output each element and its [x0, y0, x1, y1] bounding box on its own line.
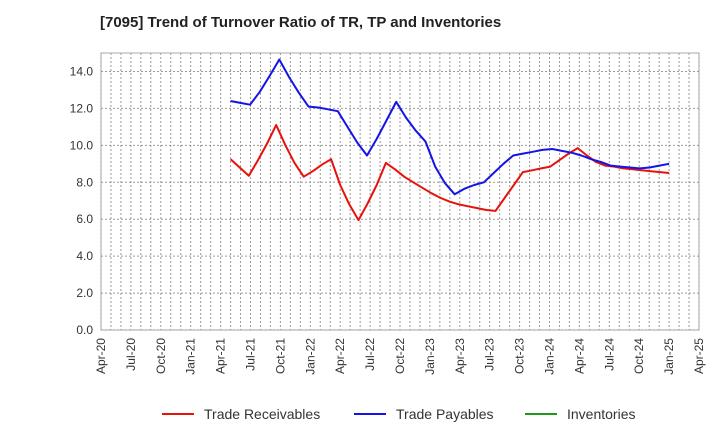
legend-label-trade-receivables: Trade Receivables	[204, 406, 320, 422]
x-tick-label: Apr-20	[94, 338, 108, 374]
x-tick-label: Oct-23	[513, 338, 527, 374]
chart-title: [7095] Trend of Turnover Ratio of TR, TP…	[100, 14, 502, 31]
y-tick-label: 6.0	[76, 212, 93, 226]
x-tick-label: Jan-23	[423, 338, 437, 375]
y-tick-label: 14.0	[70, 64, 94, 78]
series-line-trade-payables	[230, 58, 670, 196]
legend-label-inventories: Inventories	[567, 406, 635, 422]
x-tick-label: Apr-22	[333, 338, 347, 374]
x-tick-label: Jan-21	[184, 338, 198, 375]
x-tick-label: Apr-21	[214, 338, 228, 374]
x-tick-label: Jul-20	[124, 338, 138, 371]
grid-layer	[100, 53, 700, 331]
y-tick-label: 12.0	[70, 101, 94, 115]
x-tick-label: Jul-23	[483, 338, 497, 371]
x-tick-label: Jul-24	[602, 338, 616, 371]
x-tick-label: Oct-21	[273, 338, 287, 374]
y-tick-label: 10.0	[70, 138, 94, 152]
x-tick-label: Apr-24	[572, 338, 586, 374]
x-tick-label: Apr-25	[692, 338, 706, 374]
axis-layer: 0.0 2.0 4.0 6.0 8.0 10.0 12.0 14.0 Apr-20 Jul-20 O…	[70, 64, 706, 374]
x-tick-label: Apr-23	[453, 338, 467, 374]
x-tick-label: Jul-21	[244, 338, 258, 371]
x-tick-label: Jan-24	[543, 338, 557, 375]
legend: Trade Receivables Trade Payables Inventori…	[162, 406, 635, 422]
y-tick-label: 2.0	[76, 286, 93, 300]
x-tick-label: Oct-20	[154, 338, 168, 374]
y-tick-label: 4.0	[76, 249, 93, 263]
series-line-trade-receivables	[229, 124, 670, 222]
x-tick-label: Oct-22	[393, 338, 407, 374]
x-tick-label: Jan-22	[303, 338, 317, 375]
series-layer	[229, 58, 670, 222]
x-tick-label: Oct-24	[632, 338, 646, 374]
y-tick-label: 0.0	[76, 323, 93, 337]
x-tick-label: Jul-22	[363, 338, 377, 371]
x-tick-label: Jan-25	[662, 338, 676, 375]
legend-label-trade-payables: Trade Payables	[396, 406, 494, 422]
y-tick-label: 8.0	[76, 175, 93, 189]
